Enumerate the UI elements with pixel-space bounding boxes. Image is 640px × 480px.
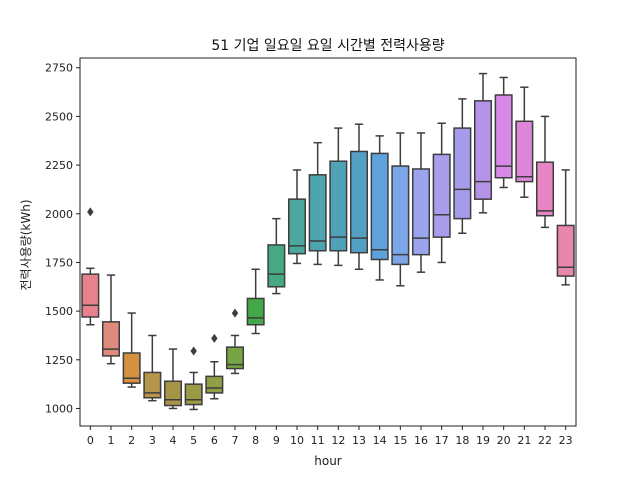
box-hour-12 (329, 127, 348, 267)
x-tick-label: 8 (252, 434, 259, 447)
box-hour-21 (515, 86, 534, 198)
y-tick-label: 1000 (45, 402, 73, 415)
x-tick-label: 7 (232, 434, 239, 447)
box-hour-20 (494, 76, 513, 189)
iqr-box (515, 120, 534, 183)
x-axis-label: hour (314, 454, 342, 468)
x-tick-label: 22 (538, 434, 552, 447)
x-tick-label: 15 (393, 434, 407, 447)
x-tick-label: 5 (190, 434, 197, 447)
y-tick-label: 2250 (45, 159, 73, 172)
iqr-box (391, 165, 410, 266)
x-tick-label: 2 (128, 434, 135, 447)
x-tick-label: 1 (108, 434, 115, 447)
x-tick-label: 10 (290, 434, 304, 447)
box-hour-18 (453, 98, 472, 234)
x-tick-label: 4 (170, 434, 177, 447)
plot-frame (79, 57, 577, 427)
iqr-box (246, 297, 265, 326)
x-tick-label: 9 (273, 434, 280, 447)
iqr-box (163, 380, 183, 407)
x-tick-label: 11 (311, 434, 325, 447)
x-tick-label: 17 (435, 434, 449, 447)
x-tick-label: 12 (331, 434, 345, 447)
box-hour-15 (391, 132, 410, 287)
box-hour-23 (556, 169, 575, 286)
outlier-marker (231, 308, 239, 318)
box-hour-14 (370, 135, 389, 281)
iqr-box (308, 174, 327, 252)
y-tick-label: 2750 (45, 62, 73, 75)
y-tick-label: 2000 (45, 208, 73, 221)
iqr-box (411, 168, 431, 256)
iqr-box (287, 198, 307, 255)
y-axis-label: 전력사용량(kWh) (19, 200, 33, 291)
chart-title: 51 기업 일요일 요일 시간별 전력사용량 (211, 38, 444, 54)
iqr-box (329, 160, 348, 252)
iqr-box (494, 94, 513, 179)
x-tick-label: 0 (87, 434, 94, 447)
iqr-box (473, 100, 493, 200)
outlier-marker (211, 333, 218, 343)
x-tick-label: 19 (476, 434, 490, 447)
box-hour-10 (287, 169, 307, 265)
box-hour-19 (473, 72, 493, 214)
box-hour-7 (225, 308, 245, 375)
x-tick-label: 3 (149, 434, 156, 447)
y-tick-label: 1250 (45, 354, 73, 367)
box-hour-1 (101, 274, 121, 365)
iqr-box (205, 375, 224, 394)
iqr-box (432, 153, 451, 238)
x-axis: 0 1 2 3 4 5 6 7 8 9 10 11 12 13 14 15 16 17 18 19 20 21 22 23 (87, 426, 573, 447)
iqr-box (453, 127, 472, 220)
box-hour-16 (411, 132, 431, 273)
box-hour-0 (81, 207, 100, 326)
y-tick-label: 1500 (45, 305, 73, 318)
iqr-box (184, 383, 203, 406)
iqr-box (143, 371, 162, 399)
x-tick-label: 13 (352, 434, 366, 447)
x-tick-label: 20 (497, 434, 511, 447)
box-hour-4 (163, 348, 183, 410)
x-tick-label: 21 (517, 434, 531, 447)
x-tick-label: 16 (414, 434, 428, 447)
outlier-marker (87, 207, 94, 217)
y-tick-label: 1750 (45, 256, 73, 269)
iqr-box (101, 321, 121, 357)
box-hour-9 (267, 217, 286, 295)
iqr-box (556, 224, 575, 277)
iqr-box (122, 352, 141, 384)
iqr-box (535, 161, 555, 217)
box-hour-17 (432, 122, 451, 264)
iqr-box (267, 244, 286, 288)
iqr-box (225, 346, 245, 370)
box-hour-8 (246, 268, 265, 335)
x-tick-label: 6 (211, 434, 218, 447)
plot-area (81, 72, 575, 411)
x-tick-label: 14 (373, 434, 387, 447)
box-hour-6 (205, 333, 224, 400)
box-hour-13 (349, 123, 369, 271)
box-hour-3 (143, 334, 162, 402)
x-tick-label: 23 (559, 434, 573, 447)
iqr-box (349, 150, 369, 254)
x-tick-label: 18 (455, 434, 469, 447)
y-axis: 1000 1250 1500 1750 2000 2250 2500 2750 (45, 62, 80, 415)
iqr-box (370, 152, 389, 261)
box-hour-2 (122, 312, 141, 388)
box-hour-22 (535, 115, 555, 229)
box-hour-5 (184, 346, 203, 411)
iqr-box (81, 273, 100, 318)
box-hour-11 (308, 141, 327, 266)
outlier-marker (190, 346, 197, 356)
y-tick-label: 2500 (45, 110, 73, 123)
